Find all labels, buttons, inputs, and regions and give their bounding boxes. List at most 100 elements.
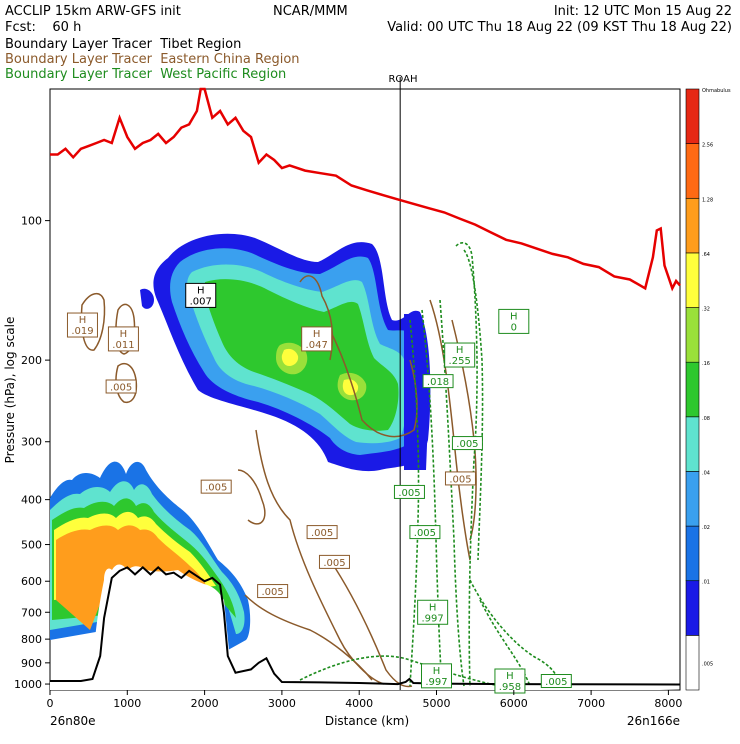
header-model-title: ACCLIP 15km ARW-GFS init [5,4,181,19]
vertical-marker-label: ROAH [388,74,417,85]
upper-plume-small-blob [140,288,154,309]
lower-plume-base [50,564,680,690]
colorbar-swatch [685,197,700,254]
contour-label-box [200,479,232,494]
contour-label-text: .005 [311,528,333,539]
x-tick-label: 0 [47,697,54,710]
plot-area: H .007 H .019 H .011 .005 H .047 .005 .005 .005 .005… [49,77,681,694]
contour-label-box [318,554,350,569]
contour-label-text: H .019 [71,315,93,337]
tibet-tracer-fill [140,233,431,472]
contour-label-text: H .047 [306,329,328,351]
colorbar-swatch [685,471,700,527]
colorbar-level-label: Ohmabulus [702,88,731,94]
colorbar-level-label: 1.28 [702,197,713,203]
x-tick-label: 2000 [191,697,219,710]
contour-label: .018 [422,374,454,389]
contour-label-box [107,326,139,352]
colorbar-swatch [685,635,700,691]
contour-label-box [417,599,449,625]
colorbar-level-label: .08 [702,416,710,422]
x-axis-label: Distance (km) [325,714,409,728]
header-institution: NCAR/MMM [273,4,348,19]
y-tick-label: 700 [21,606,42,619]
colorbar-swatch [685,252,700,308]
contour-label-box [422,374,454,389]
ec-contour-8 [329,559,413,688]
contour-label: .005 [451,436,483,451]
colorbar-swatch [685,143,700,199]
contour-label: .005 [393,484,425,499]
x-tick-label: 3000 [268,697,296,710]
contour-label-box [444,342,476,368]
wp-contour-5 [463,249,484,561]
x-tick-label: 7000 [577,697,605,710]
wp-contour-7 [299,655,501,687]
contour-label-text: H .958 [499,671,521,693]
contour-label-text: .005 [261,587,283,598]
contour-label-box [409,525,441,540]
contour-label-box [185,282,217,308]
wp-contour-1 [409,319,420,687]
colorbar-level-label: .04 [702,470,710,476]
contour-label-box [494,668,526,694]
contour-label: .005 [444,471,476,486]
tropopause-line [50,87,681,292]
x-tick-label: 8000 [654,697,682,710]
y-tick-label: 600 [21,575,42,588]
legend-west-pacific-tracer: Boundary Layer Tracer West Pacific Regio… [5,67,286,82]
contour-label: .005 [257,584,289,599]
contour-label: H .019 [66,312,98,338]
contour-label-text: .005 [110,382,132,393]
ec-contour-10 [429,299,471,561]
y-tick-label: 400 [21,494,42,507]
contour-label-text: H .997 [422,602,444,624]
contour-label: H .997 [421,663,453,689]
header-init-time: Init: 12 UTC Mon 15 Aug 22 [554,4,732,19]
contour-label-box [301,326,333,352]
ec-contour-9 [244,594,373,681]
upper-plume-core2 [281,348,299,366]
contour-label-box [444,471,476,486]
colorbar-level-label: .16 [702,361,710,367]
y-tick-label: 800 [21,633,42,646]
contour-label: .005 [105,379,137,394]
x-tick-label: 5000 [423,697,451,710]
contour-label-text: .005 [545,677,567,688]
x-tick-label: 6000 [500,697,528,710]
colorbar-level-label: .02 [702,525,710,531]
right-endpoint-label: 26n166e [627,714,680,728]
contour-label: .005 [540,674,572,689]
colorbar-level-label: .005 [702,662,713,668]
y-tick-label: 500 [21,539,42,552]
contour-label-box [540,674,572,689]
y-tick-label: 1000 [14,678,42,691]
ec-contour-1 [80,293,106,351]
contour-label-text: H .997 [425,666,447,688]
contour-label: H .255 [444,342,476,368]
colorbar-swatch [685,307,700,363]
contour-label-text: H .011 [112,329,134,351]
contour-label-box [257,584,289,599]
colorbar: .005 .01 .02 .04 .08 .16 .32 .64 1.28 2.56 Ohmabul… [685,88,731,691]
contour-label-text: .005 [205,483,227,494]
header-valid-time: Valid: 00 UTC Thu 18 Aug 22 (09 KST Thu … [387,20,732,35]
contour-label: H .047 [301,326,333,352]
left-endpoint-label: 26n80e [50,714,96,728]
contour-label-text: .005 [414,528,436,539]
contour-label: .005 [409,525,441,540]
contour-label-box [105,379,137,394]
contour-label-text: H .255 [449,345,471,367]
contour-label-text: H .007 [190,285,212,307]
contour-label-text: .005 [456,439,478,450]
x-tick-label: 4000 [345,697,373,710]
contour-label-box [421,663,453,689]
contour-label-box [498,308,530,334]
contour-label: H .007 [185,282,217,308]
contour-label-text: .005 [398,488,420,499]
contour-label-text: .018 [427,377,449,388]
legend-eastern-china-tracer: Boundary Layer Tracer Eastern China Regi… [5,52,300,67]
